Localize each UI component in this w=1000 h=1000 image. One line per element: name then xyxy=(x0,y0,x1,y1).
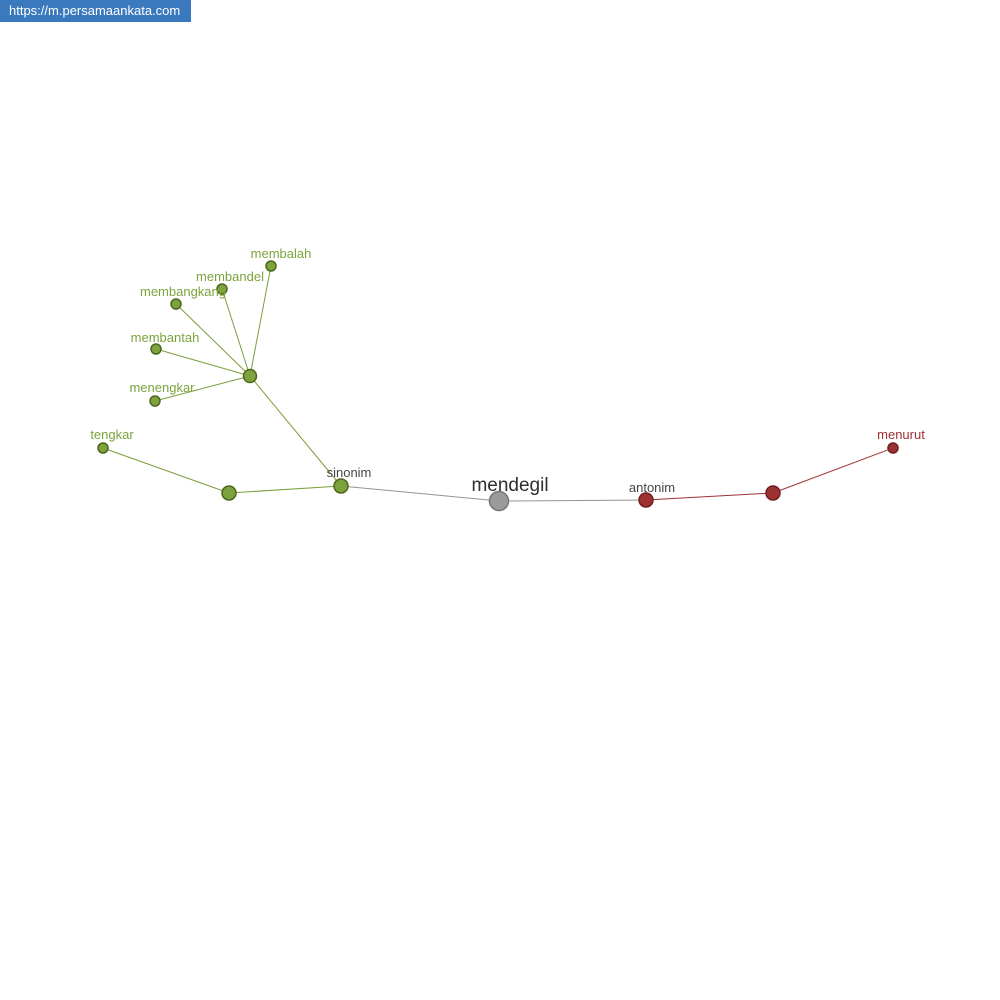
node-label-antonim[interactable]: antonim xyxy=(629,480,675,495)
graph-edge-mendegil-antonim xyxy=(498,499,647,502)
graph-edge-green-hub-membandel xyxy=(221,288,251,377)
node-membangkang[interactable] xyxy=(170,298,182,310)
node-membantah[interactable] xyxy=(150,343,162,355)
graph-edge-red-junction-menurut xyxy=(772,447,894,494)
node-label-tengkar[interactable]: tengkar xyxy=(90,427,134,442)
node-label-mendegil[interactable]: mendegil xyxy=(471,475,548,496)
graph-edge-green-hub-membantah xyxy=(155,348,251,377)
graph-edge-green-hub-membalah xyxy=(249,265,272,377)
node-label-membangkang[interactable]: membangkang xyxy=(140,284,226,299)
node-label-membandel[interactable]: membandel xyxy=(196,269,264,284)
node-membandel[interactable] xyxy=(216,283,228,295)
node-tengkar[interactable] xyxy=(97,442,109,454)
node-mendegil[interactable] xyxy=(488,490,510,512)
node-label-menengkar[interactable]: menengkar xyxy=(129,380,195,395)
node-label-membalah[interactable]: membalah xyxy=(251,246,312,261)
node-label-membantah[interactable]: membantah xyxy=(131,330,200,345)
graph-edge-green-hub-sinonim xyxy=(249,375,342,487)
node-antonim[interactable] xyxy=(638,492,654,508)
node-sinonim[interactable] xyxy=(333,478,349,494)
graph-edge-antonim-red-junction xyxy=(645,492,774,501)
node-green-junction[interactable] xyxy=(221,485,237,501)
node-menurut[interactable] xyxy=(887,442,899,454)
graph-edge-green-hub-menengkar xyxy=(154,375,251,402)
graph-edge-sinonim-mendegil xyxy=(340,485,500,502)
node-membalah[interactable] xyxy=(265,260,277,272)
page-url-link[interactable]: https://m.persamaankata.com xyxy=(0,0,192,22)
node-red-junction[interactable] xyxy=(765,485,781,501)
graph-edge-tengkar-green-junction xyxy=(102,447,230,494)
node-menengkar[interactable] xyxy=(149,395,161,407)
node-green-hub[interactable] xyxy=(242,368,258,384)
graph-edge-green-junction-sinonim xyxy=(228,485,342,494)
node-label-sinonim[interactable]: sinonim xyxy=(327,465,372,480)
graph-edge-green-hub-membangkang xyxy=(175,303,251,377)
node-label-menurut[interactable]: menurut xyxy=(877,427,925,442)
